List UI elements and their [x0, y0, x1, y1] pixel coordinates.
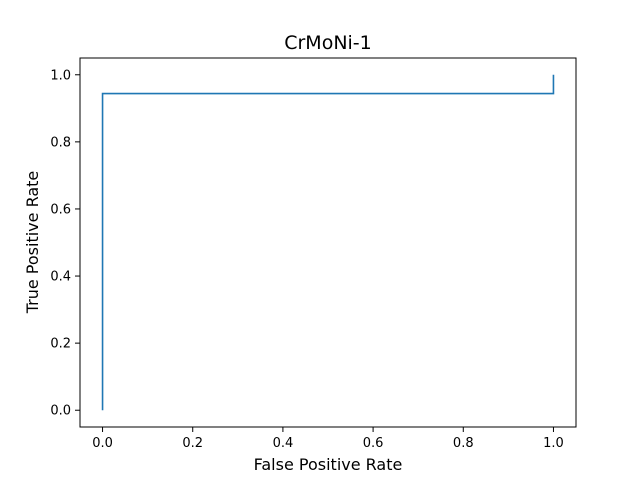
- y-axis-ticks: 0.0 0.2 0.4 0.6 0.8 1.0: [50, 68, 80, 419]
- y-tick-label: 0.4: [50, 270, 71, 285]
- y-tick-label: 0.6: [50, 202, 71, 217]
- roc-curve-line: [101, 74, 555, 411]
- chart-title: CrMoNi-1: [284, 32, 372, 54]
- y-tick-label: 0.8: [50, 135, 71, 150]
- y-axis-label: True Positive Rate: [23, 171, 42, 315]
- y-tick-label: 1.0: [50, 68, 71, 83]
- series-layer: [101, 74, 555, 411]
- x-tick-label: 0.6: [363, 436, 384, 451]
- y-tick-label: 0.0: [50, 404, 71, 419]
- x-axis-label: False Positive Rate: [254, 455, 403, 474]
- x-tick-label: 1.0: [543, 436, 564, 451]
- plot-area-frame: [79, 57, 577, 428]
- x-tick-label: 0.4: [273, 436, 294, 451]
- x-tick-label: 0.8: [453, 436, 474, 451]
- x-tick-label: 0.2: [182, 436, 203, 451]
- y-tick-label: 0.2: [50, 337, 71, 352]
- x-axis-ticks: 0.0 0.2 0.4 0.6 0.8 1.0: [92, 427, 564, 451]
- x-tick-label: 0.0: [92, 436, 113, 451]
